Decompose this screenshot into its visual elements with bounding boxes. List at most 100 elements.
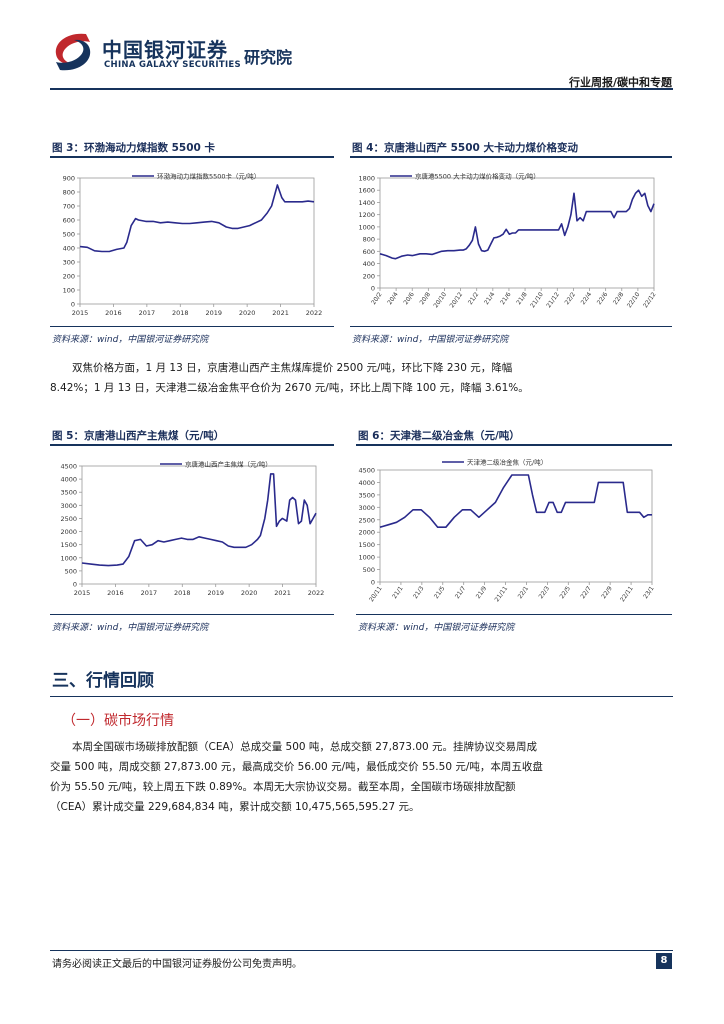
y-tick-label: 2500 [358, 516, 375, 524]
figure-6-source: 资料来源：wind，中国银河证券研究院 [358, 623, 515, 633]
figure-5-title: 图 5：京唐港山西产主焦煤（元/吨） [52, 430, 225, 442]
x-tick-label: 21/7 [454, 585, 468, 600]
figure-6-title: 图 6：天津港二级冶金焦（元/吨） [358, 430, 520, 442]
x-tick-label: 20/2 [370, 291, 384, 306]
x-tick-label: 23/1 [642, 585, 656, 600]
x-tick-label: 20/11 [368, 585, 384, 603]
x-tick-label: 22/5 [558, 585, 572, 600]
y-tick-label: 1000 [358, 223, 375, 231]
y-tick-label: 1200 [358, 211, 375, 219]
figure-5-chart: 0 500 1000 1500 2000 2500 3000 3500 4000 4500 2015… [60, 460, 324, 598]
series-line [379, 474, 652, 528]
figure-5-source: 资料来源：wind，中国银河证券研究院 [52, 623, 209, 633]
y-tick-label: 1600 [358, 187, 375, 195]
x-tick-label: 21/8 [515, 291, 529, 306]
x-tick-label: 2016 [107, 589, 124, 597]
x-tick-label: 21/6 [499, 291, 513, 306]
x-tick-label: 21/10 [529, 291, 545, 309]
figure-3-rule [50, 156, 334, 158]
legend-label: 京唐港山西产主焦煤（元/吨） [185, 460, 272, 469]
plot-frame [81, 465, 317, 585]
y-tick-label: 300 [63, 259, 75, 267]
figure-4-title: 图 4：京唐港山西产 5500 大卡动力煤价格变动 [352, 142, 578, 154]
x-tick-label: 22/8 [612, 291, 626, 306]
x-tick-label: 20/10 [432, 291, 448, 309]
y-tick-label: 1500 [60, 541, 77, 549]
x-tick-label: 22/10 [626, 291, 642, 309]
x-tick-label: 21/5 [433, 585, 447, 600]
x-tick-label: 20/8 [419, 291, 433, 306]
y-tick-label: 400 [63, 245, 75, 253]
header-divider [50, 88, 673, 90]
y-tick-label: 500 [363, 566, 375, 574]
y-tick-label: 800 [363, 236, 375, 244]
y-tick-label: 1000 [60, 554, 77, 562]
x-tick-label: 2021 [274, 589, 291, 597]
x-tick-label: 2018 [174, 589, 191, 597]
figure-4-source-rule [350, 326, 672, 327]
y-tick-label: 4000 [60, 476, 77, 484]
x-tick-label: 22/11 [619, 585, 635, 603]
figure-5-rule [50, 444, 334, 446]
brand-institute: 研究院 [244, 48, 293, 67]
y-tick-label: 3500 [358, 491, 375, 499]
x-tick-label: 22/9 [600, 585, 614, 600]
y-tick-label: 1800 [358, 175, 375, 183]
y-tick-label: 3000 [358, 504, 375, 512]
x-tick-label: 22/2 [564, 291, 578, 306]
x-tick-label: 21/11 [494, 585, 510, 603]
figure-6-source-rule [356, 614, 672, 615]
x-tick-label: 2015 [74, 589, 91, 597]
x-tick-label: 21/12 [545, 291, 561, 309]
x-tick-label: 21/1 [391, 585, 405, 600]
series-line [79, 184, 315, 253]
x-tick-label: 2020 [239, 309, 256, 317]
x-tick-label: 22/12 [642, 291, 658, 309]
y-tick-label: 4500 [60, 463, 77, 471]
y-tick-label: 0 [73, 581, 77, 589]
figure-4-source: 资料来源：wind，中国银河证券研究院 [352, 335, 509, 345]
y-tick-label: 600 [63, 217, 75, 225]
figure-4-rule [350, 156, 672, 158]
y-tick-label: 700 [63, 203, 75, 211]
x-tick-label: 2016 [105, 309, 122, 317]
footer-disclaimer: 请务必阅读正文最后的中国银河证券股份公司免责声明。 [52, 959, 302, 970]
x-tick-label: 21/9 [475, 585, 489, 600]
x-tick-label: 2017 [141, 589, 158, 597]
plot-frame [379, 469, 653, 583]
x-tick-label: 22/6 [596, 291, 610, 306]
y-tick-label: 3500 [60, 489, 77, 497]
x-tick-label: 22/3 [538, 585, 552, 600]
page-number: 8 [656, 953, 672, 969]
plot-frame [79, 177, 315, 305]
figure-3-source-rule [50, 326, 334, 327]
section-title: 三、行情回顾 [52, 671, 154, 691]
series-line [81, 473, 317, 567]
y-tick-label: 1000 [358, 554, 375, 562]
figure-5-source-rule [50, 614, 334, 615]
figure-6-chart: 0 500 1000 1500 2000 2500 3000 3500 4000 4500 20/1… [358, 458, 656, 604]
y-tick-label: 3000 [60, 502, 77, 510]
x-tick-label: 2021 [272, 309, 289, 317]
y-tick-label: 1500 [358, 541, 375, 549]
y-tick-label: 4500 [358, 467, 375, 475]
footer-divider [50, 950, 673, 951]
y-tick-label: 400 [363, 260, 375, 268]
x-tick-label: 2017 [139, 309, 156, 317]
legend-label: 天津港二级冶金焦（元/吨） [467, 458, 547, 467]
legend-label: 环渤海动力煤指数5500卡（元/吨） [157, 172, 260, 181]
legend-label: 京唐港5500 大卡动力煤价格变动（元/吨） [415, 172, 540, 181]
y-tick-label: 2000 [358, 529, 375, 537]
y-tick-label: 0 [371, 285, 375, 293]
x-tick-label: 21/2 [467, 291, 481, 306]
y-tick-label: 2000 [60, 528, 77, 536]
y-tick-label: 500 [63, 231, 75, 239]
x-tick-label: 21/3 [412, 585, 426, 600]
x-tick-label: 2015 [72, 309, 89, 317]
y-tick-label: 4000 [358, 479, 375, 487]
price-paragraph: 双焦价格方面，1 月 13 日，京唐港山西产主焦煤库提价 2500 元/吨，环比… [50, 362, 529, 394]
x-tick-label: 2020 [241, 589, 258, 597]
x-tick-label: 20/12 [449, 291, 465, 309]
x-tick-label: 20/4 [386, 291, 400, 306]
